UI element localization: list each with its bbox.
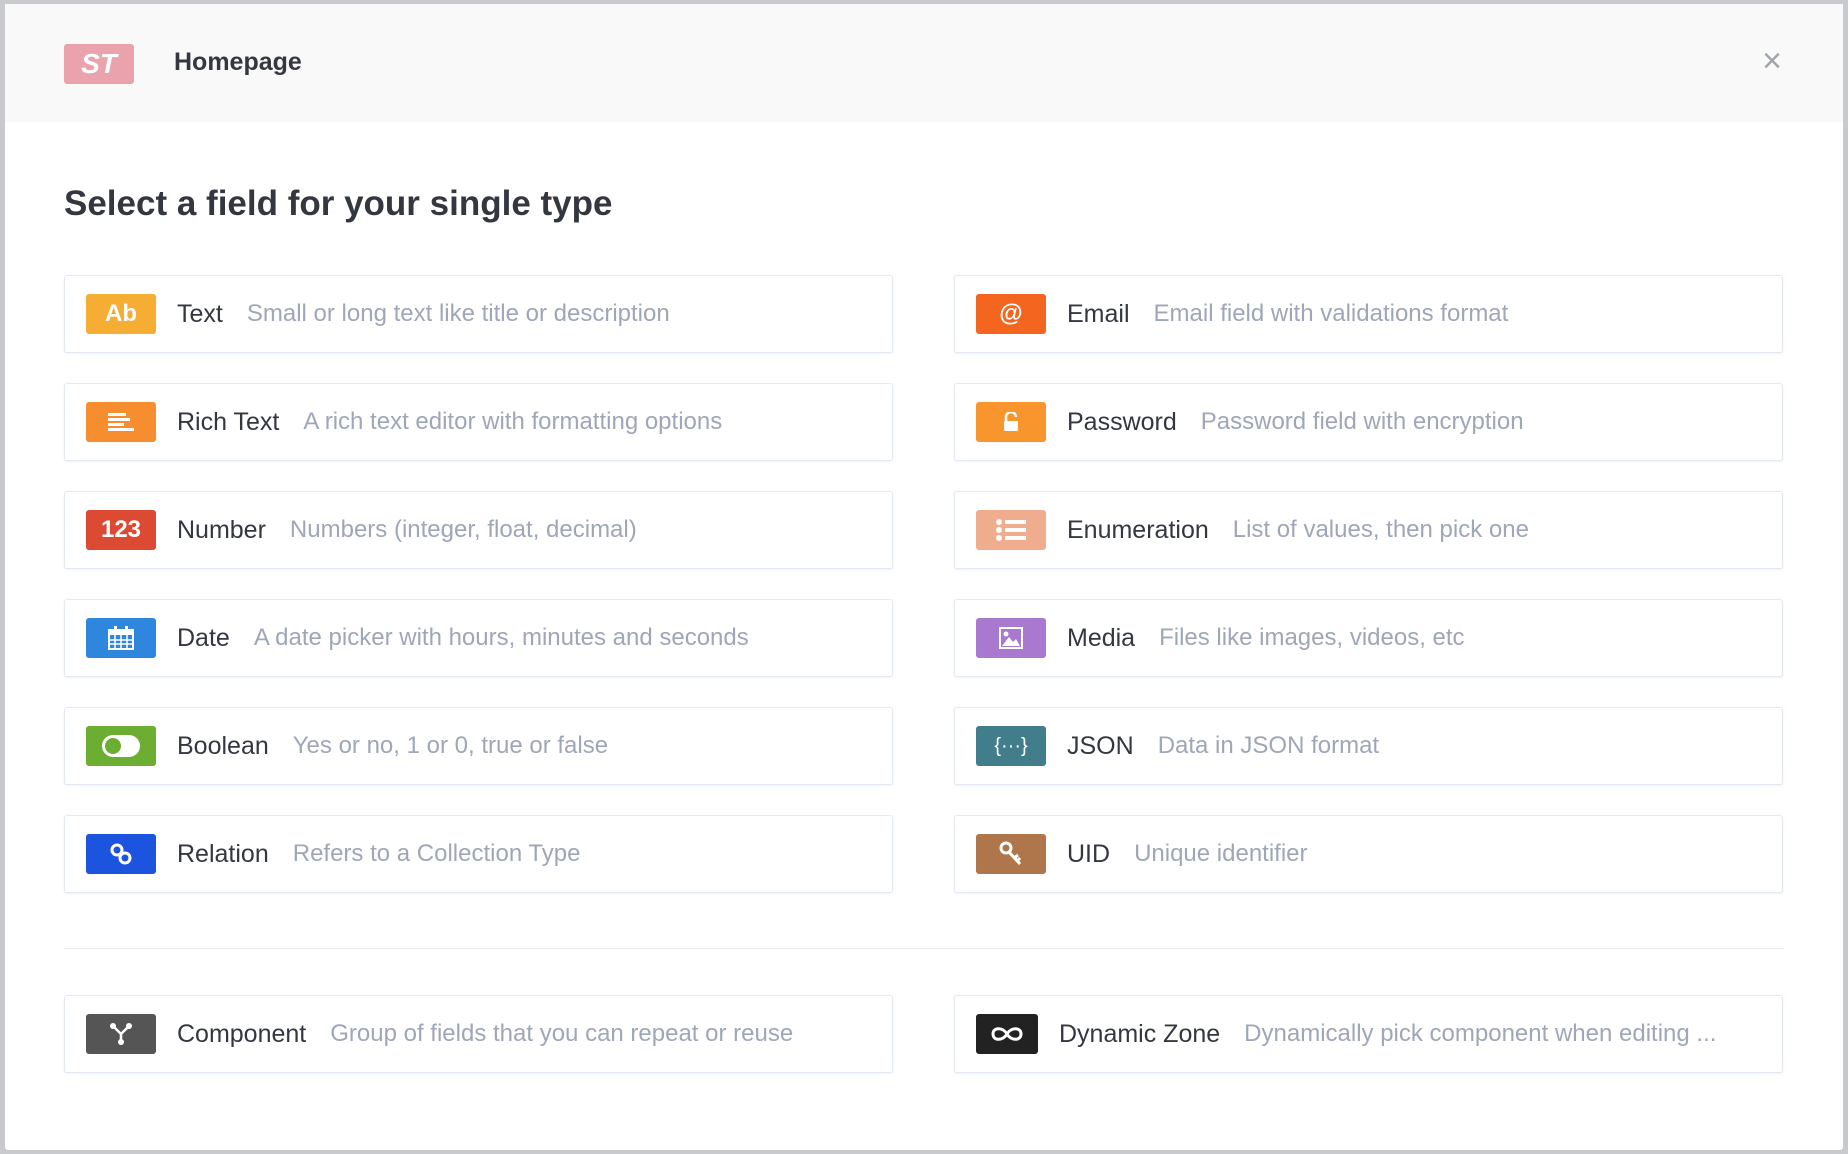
field-description: Password field with encryption xyxy=(1200,408,1524,435)
field-card-password[interactable]: Password Password field with encryption xyxy=(954,383,1783,461)
field-label: JSON xyxy=(1067,731,1134,760)
field-description: Group of fields that you can repeat or r… xyxy=(330,1020,794,1047)
align-left-icon xyxy=(86,402,156,442)
field-description: Refers to a Collection Type xyxy=(292,840,581,867)
field-label: Enumeration xyxy=(1067,515,1209,544)
field-card-email[interactable]: @ Email Email field with validations forma… xyxy=(954,275,1783,353)
field-description: Numbers (integer, float, decimal) xyxy=(289,516,637,543)
text-ab-icon: Ab xyxy=(86,294,156,334)
close-icon[interactable]: × xyxy=(1762,42,1782,80)
field-description: List of values, then pick one xyxy=(1232,516,1529,543)
single-type-logo: ST xyxy=(64,44,134,84)
number-icon: 123 xyxy=(86,510,156,550)
divider xyxy=(64,948,1784,949)
key-icon xyxy=(976,834,1046,874)
field-label: Media xyxy=(1067,623,1136,652)
calendar-icon xyxy=(86,618,156,658)
field-card-uid[interactable]: UID Unique identifier xyxy=(954,815,1783,893)
at-sign-icon: @ xyxy=(976,294,1046,334)
field-description: Files like images, videos, etc xyxy=(1159,624,1465,651)
field-label: Date xyxy=(177,623,230,652)
field-card-rich-text[interactable]: Rich Text A rich text editor with formatt… xyxy=(64,383,893,461)
infinity-icon xyxy=(976,1014,1038,1054)
lock-icon xyxy=(976,402,1046,442)
field-card-date[interactable]: Date A date picker with hours, minutes an… xyxy=(64,599,893,677)
field-description: Dynamically pick component when editing … xyxy=(1244,1020,1717,1047)
field-description: Yes or no, 1 or 0, true or false xyxy=(292,732,609,759)
list-icon xyxy=(976,510,1046,550)
field-selection-modal: ST Homepage × Select a field for your si… xyxy=(5,4,1843,1150)
field-description: Small or long text like title or descrip… xyxy=(246,300,670,327)
field-label: Boolean xyxy=(177,731,269,760)
field-label: Email xyxy=(1067,299,1130,328)
link-icon xyxy=(86,834,156,874)
braces-icon: {···} xyxy=(976,726,1046,766)
field-label: Number xyxy=(177,515,266,544)
field-description: Data in JSON format xyxy=(1157,732,1380,759)
toggle-icon xyxy=(86,726,156,766)
field-card-dynamic-zone[interactable]: Dynamic Zone Dynamically pick component w… xyxy=(954,995,1783,1073)
field-label: Relation xyxy=(177,839,269,868)
field-label: Password xyxy=(1067,407,1177,436)
modal-title: Homepage xyxy=(174,48,302,76)
modal-header: ST Homepage × xyxy=(5,4,1843,122)
field-description: A date picker with hours, minutes and se… xyxy=(253,624,749,651)
field-label: UID xyxy=(1067,839,1111,868)
field-card-text[interactable]: Ab Text Small or long text like title or d… xyxy=(64,275,893,353)
field-description: Unique identifier xyxy=(1134,840,1308,867)
component-icon xyxy=(86,1014,156,1054)
field-card-media[interactable]: Media Files like images, videos, etc xyxy=(954,599,1783,677)
page-title: Select a field for your single type xyxy=(64,184,613,223)
field-card-json[interactable]: {···} JSON Data in JSON format xyxy=(954,707,1783,785)
field-label: Text xyxy=(177,299,223,328)
field-description: Email field with validations format xyxy=(1153,300,1509,327)
field-card-relation[interactable]: Relation Refers to a Collection Type xyxy=(64,815,893,893)
field-card-enumeration[interactable]: Enumeration List of values, then pick one xyxy=(954,491,1783,569)
field-card-component[interactable]: Component Group of fields that you can re… xyxy=(64,995,893,1073)
field-label: Rich Text xyxy=(177,407,280,436)
field-label: Component xyxy=(177,1019,307,1048)
field-description: A rich text editor with formatting optio… xyxy=(303,408,723,435)
field-label: Dynamic Zone xyxy=(1059,1019,1221,1048)
field-card-boolean[interactable]: Boolean Yes or no, 1 or 0, true or false xyxy=(64,707,893,785)
image-icon xyxy=(976,618,1046,658)
field-card-number[interactable]: 123 Number Numbers (integer, float, decima… xyxy=(64,491,893,569)
